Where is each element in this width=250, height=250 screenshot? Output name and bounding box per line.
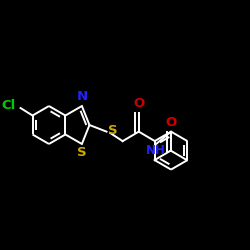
Text: S: S bbox=[77, 146, 87, 160]
Text: N: N bbox=[76, 90, 88, 103]
Text: NH: NH bbox=[146, 144, 166, 157]
Text: Cl: Cl bbox=[2, 99, 16, 112]
Text: O: O bbox=[165, 116, 176, 129]
Text: O: O bbox=[133, 97, 144, 110]
Text: S: S bbox=[108, 124, 118, 138]
